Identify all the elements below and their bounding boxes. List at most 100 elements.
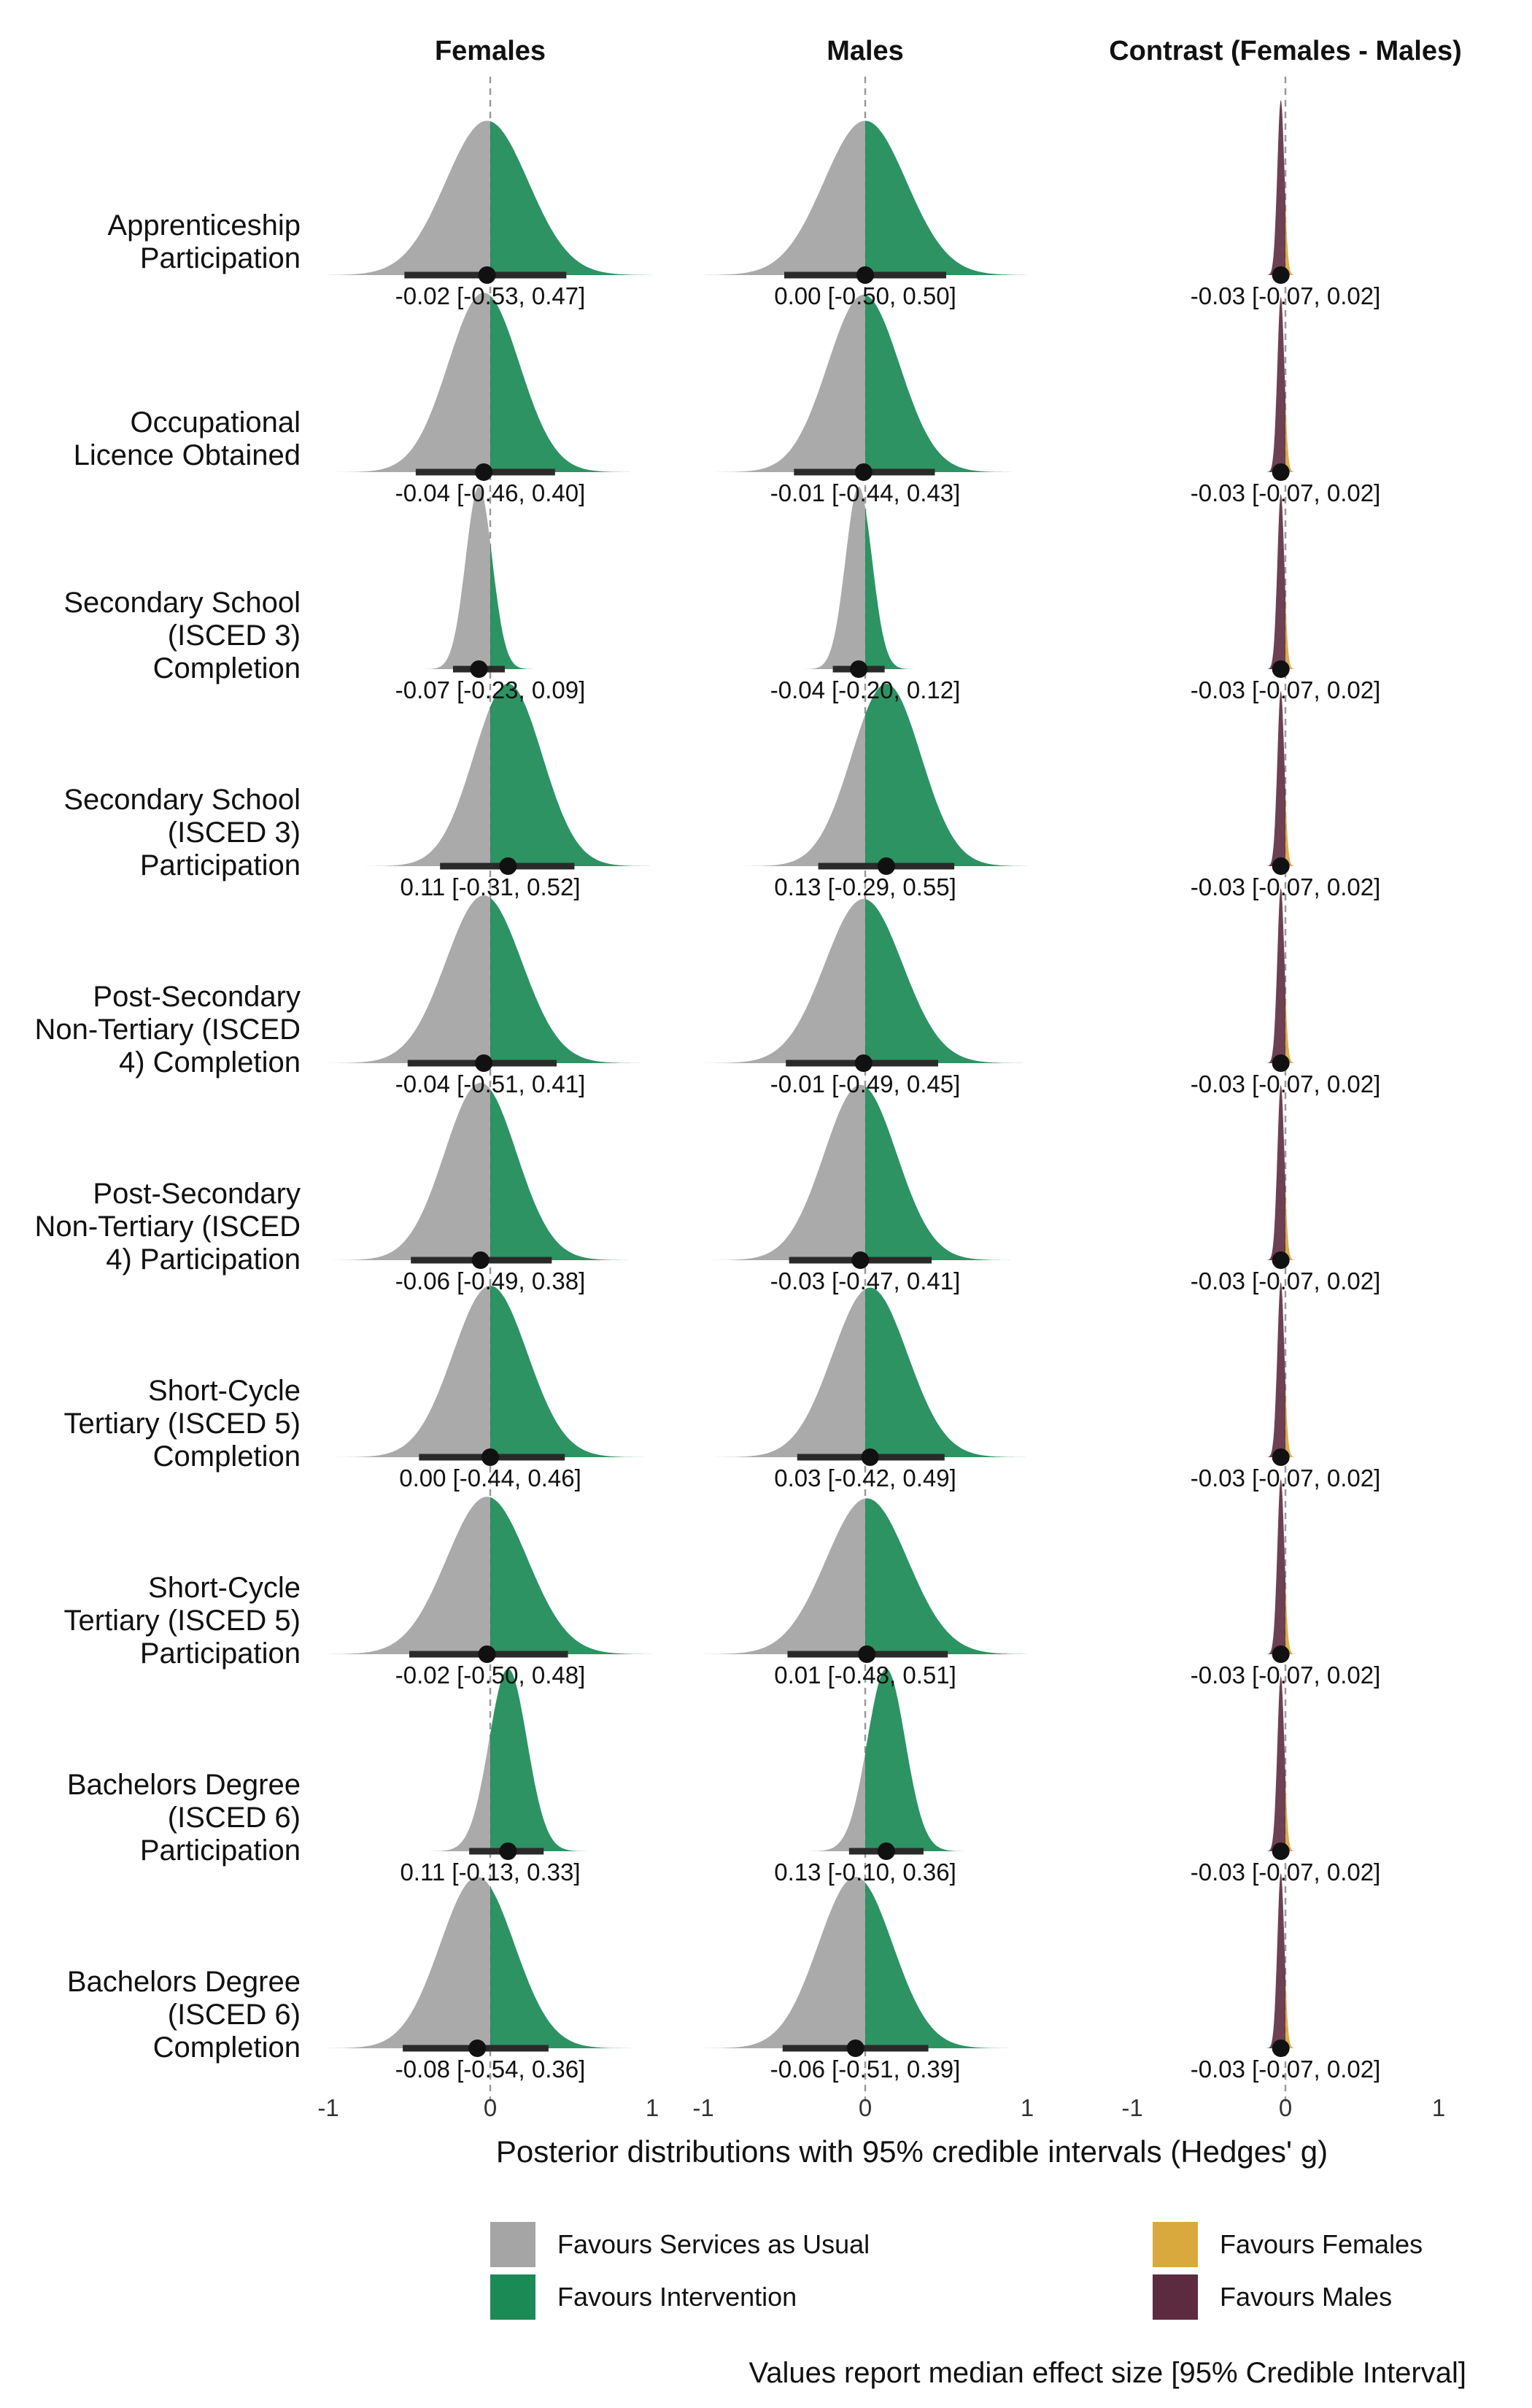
median-point: [481, 1448, 499, 1466]
density-intervention: [865, 1086, 1027, 1260]
value-label: -0.03 [-0.07, 0.02]: [1191, 479, 1381, 506]
median-point: [854, 463, 873, 481]
row-label: Participation: [140, 849, 301, 881]
value-label: -0.03 [-0.07, 0.02]: [1191, 676, 1381, 703]
density-intervention: [490, 1286, 652, 1457]
value-label: -0.03 [-0.07, 0.02]: [1191, 1662, 1381, 1689]
row-label: Completion: [153, 1440, 301, 1473]
value-label: -0.03 [-0.47, 0.41]: [770, 1267, 961, 1294]
density-services-as-usual: [703, 1752, 865, 1851]
density-favours-males: [1231, 1676, 1285, 1851]
density-favours-males: [1231, 1085, 1285, 1260]
legend-item-favours-males: Favours Males: [1153, 2271, 1423, 2323]
density-favours-females: [1285, 1185, 1339, 1260]
value-label: 0.03 [-0.42, 0.49]: [774, 1465, 956, 1492]
value-label: -0.02 [-0.50, 0.48]: [395, 1662, 586, 1689]
median-point: [854, 1054, 873, 1072]
median-point: [475, 463, 493, 481]
density-intervention: [490, 1089, 652, 1260]
legend-item-intervention: Favours Intervention: [490, 2271, 870, 2323]
x-tick-label: -1: [1121, 2094, 1142, 2121]
x-tick-label: 1: [646, 2094, 659, 2121]
row-label: Completion: [153, 2031, 301, 2064]
value-label: -0.03 [-0.07, 0.02]: [1191, 282, 1381, 309]
value-label: -0.03 [-0.07, 0.02]: [1191, 873, 1381, 900]
median-point: [471, 1251, 490, 1269]
value-label: -0.03 [-0.07, 0.02]: [1191, 2056, 1381, 2083]
x-tick-label: -1: [692, 2094, 713, 2121]
median-point: [478, 1645, 496, 1663]
density-curves: [328, 100, 1339, 2048]
chart-text: Females Males Contrast (Females - Males) -1…: [34, 36, 1461, 2121]
density-favours-males: [1231, 691, 1285, 866]
legend-right: Favours Females Favours Males: [1153, 2218, 1423, 2323]
legend-label: Favours Intervention: [557, 2282, 797, 2312]
median-point: [856, 266, 874, 284]
density-intervention: [490, 296, 652, 472]
legend-left: Favours Services as Usual Favours Interv…: [490, 2218, 870, 2323]
density-services-as-usual: [328, 706, 490, 866]
density-intervention: [490, 898, 652, 1063]
density-intervention: [865, 507, 1027, 669]
density-intervention: [865, 1882, 1027, 2048]
row-label: 4) Participation: [106, 1243, 301, 1276]
density-services-as-usual: [328, 895, 490, 1063]
density-services-as-usual: [703, 120, 865, 275]
row-label: 4) Completion: [119, 1046, 301, 1078]
density-intervention: [490, 1669, 652, 1851]
density-favours-females: [1285, 791, 1339, 866]
density-favours-males: [1231, 100, 1285, 275]
value-label: -0.02 [-0.53, 0.47]: [395, 282, 586, 309]
median-point: [877, 1842, 895, 1860]
footnote: Values report median effect size [95% Cr…: [748, 2357, 1466, 2389]
median-point: [499, 857, 517, 875]
median-point: [850, 660, 868, 678]
row-label: (ISCED 6): [168, 1999, 301, 2031]
value-label: -0.03 [-0.07, 0.02]: [1191, 1859, 1381, 1886]
density-favours-females: [1285, 1973, 1339, 2048]
row-label: Tertiary (ISCED 5): [64, 1408, 301, 1440]
value-label: 0.11 [-0.31, 0.52]: [400, 873, 580, 900]
density-services-as-usual: [703, 899, 865, 1063]
density-intervention: [490, 684, 652, 866]
density-favours-females: [1285, 594, 1339, 669]
value-label: 0.13 [-0.29, 0.55]: [774, 873, 956, 900]
median-point: [851, 1251, 870, 1269]
density-favours-males: [1231, 888, 1285, 1063]
row-label: Non-Tertiary (ISCED: [34, 1211, 301, 1243]
row-label: Completion: [153, 652, 301, 684]
density-favours-females: [1285, 1382, 1339, 1457]
legend-item-favours-females: Favours Females: [1153, 2218, 1423, 2271]
x-tick-label: 1: [1432, 2094, 1445, 2121]
row-label: Participation: [140, 1637, 301, 1670]
row-label: Short-Cycle: [148, 1572, 301, 1604]
value-label: 0.11 [-0.13, 0.33]: [400, 1859, 580, 1886]
value-label: 0.01 [-0.48, 0.51]: [774, 1662, 956, 1689]
panel-title: Females: [435, 36, 546, 66]
value-label: -0.03 [-0.07, 0.02]: [1191, 1070, 1381, 1097]
median-point: [478, 266, 496, 284]
value-label: -0.03 [-0.07, 0.02]: [1191, 1465, 1381, 1492]
row-label: Short-Cycle: [148, 1375, 301, 1407]
legend-label: Favours Females: [1220, 2229, 1423, 2259]
median-point: [1272, 857, 1290, 875]
median-point: [1272, 1054, 1290, 1072]
value-label: -0.04 [-0.51, 0.41]: [395, 1070, 586, 1097]
value-label: 0.00 [-0.50, 0.50]: [774, 282, 956, 309]
density-services-as-usual: [703, 487, 865, 669]
density-favours-females: [1285, 200, 1339, 275]
median-point: [1272, 463, 1290, 481]
density-intervention: [490, 1886, 652, 2048]
density-intervention: [865, 1498, 1027, 1654]
density-services-as-usual: [328, 1082, 490, 1260]
density-services-as-usual: [703, 294, 865, 472]
row-label: Participation: [140, 242, 301, 274]
panel-title: Contrast (Females - Males): [1109, 36, 1462, 66]
density-intervention: [490, 1497, 652, 1654]
value-label: -0.06 [-0.51, 0.39]: [770, 2056, 961, 2083]
density-favours-females: [1285, 397, 1339, 472]
row-label: Occupational: [131, 406, 301, 439]
median-point: [1272, 1448, 1290, 1466]
density-favours-males: [1231, 297, 1285, 472]
